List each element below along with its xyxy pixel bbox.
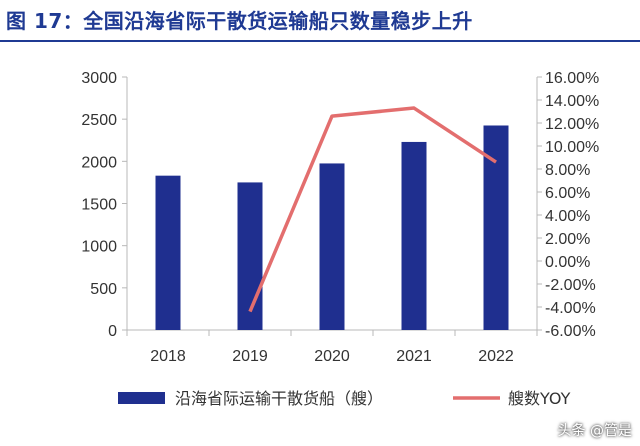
x-tick-label: 2018 bbox=[150, 348, 186, 365]
left-tick-label: 1500 bbox=[81, 197, 117, 214]
x-tick-label: 2021 bbox=[396, 348, 432, 365]
left-tick-label: 0 bbox=[108, 323, 117, 340]
right-tick-label: 0.00% bbox=[545, 254, 590, 271]
right-tick-label: -2.00% bbox=[545, 277, 596, 294]
right-tick-label: 8.00% bbox=[545, 162, 590, 179]
right-tick-label: 16.00% bbox=[545, 70, 599, 87]
legend-line-label: 艘数YOY bbox=[508, 389, 571, 408]
left-tick-label: 1000 bbox=[81, 239, 117, 256]
x-tick-label: 2020 bbox=[314, 348, 350, 365]
left-tick-label: 2000 bbox=[81, 154, 117, 171]
left-tick-label: 3000 bbox=[81, 70, 117, 87]
right-tick-label: 10.00% bbox=[545, 139, 599, 156]
right-tick-label: 14.00% bbox=[545, 93, 599, 110]
right-tick-label: 12.00% bbox=[545, 116, 599, 133]
bar bbox=[237, 182, 263, 330]
chart-title: 图 17：全国沿海省际干散货运输船只数量稳步上升 bbox=[6, 9, 473, 33]
right-tick-label: 2.00% bbox=[545, 231, 590, 248]
x-tick-label: 2019 bbox=[232, 348, 268, 365]
left-tick-label: 2500 bbox=[81, 112, 117, 129]
title-bar: 图 17：全国沿海省际干散货运输船只数量稳步上升 bbox=[0, 0, 640, 42]
bar bbox=[155, 175, 181, 330]
left-tick-label: 500 bbox=[90, 281, 117, 298]
right-tick-label: -4.00% bbox=[545, 300, 596, 317]
legend-bar-swatch bbox=[118, 392, 165, 404]
right-tick-label: -6.00% bbox=[545, 323, 596, 340]
bar bbox=[401, 141, 427, 330]
bar bbox=[483, 125, 509, 330]
right-tick-label: 4.00% bbox=[545, 208, 590, 225]
right-tick-label: 6.00% bbox=[545, 185, 590, 202]
x-tick-label: 2022 bbox=[478, 348, 514, 365]
yoy-line bbox=[248, 106, 497, 313]
watermark: 头条 @管是 bbox=[557, 423, 632, 439]
bar bbox=[319, 163, 345, 330]
legend-bar-label: 沿海省际运输干散货船（艘） bbox=[175, 389, 383, 408]
